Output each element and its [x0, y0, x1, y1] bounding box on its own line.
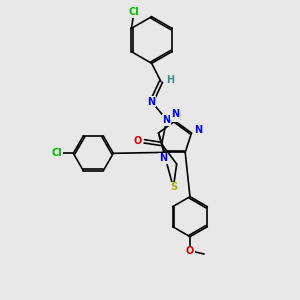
- Text: H: H: [166, 75, 174, 85]
- Text: Cl: Cl: [128, 7, 139, 17]
- Text: N: N: [159, 153, 167, 164]
- Text: Cl: Cl: [51, 148, 62, 158]
- Text: N: N: [194, 124, 202, 135]
- Text: N: N: [171, 109, 179, 119]
- Text: N: N: [148, 97, 156, 107]
- Text: O: O: [186, 246, 194, 256]
- Text: H: H: [172, 112, 181, 122]
- Text: S: S: [170, 182, 177, 192]
- Text: N: N: [163, 115, 171, 125]
- Text: O: O: [134, 136, 142, 146]
